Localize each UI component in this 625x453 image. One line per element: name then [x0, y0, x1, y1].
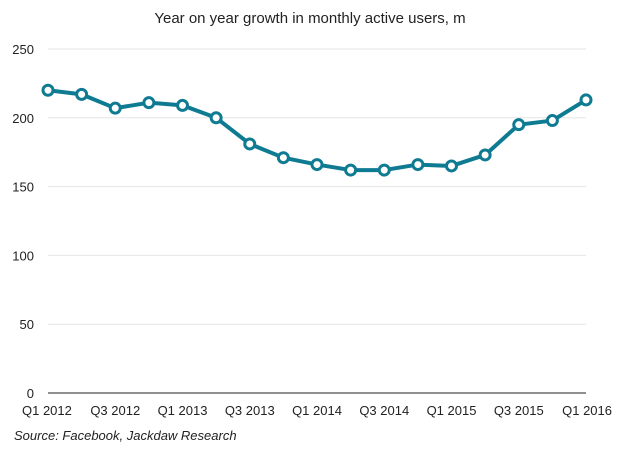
data-point	[445, 159, 458, 173]
y-tick-label: 200	[12, 111, 34, 126]
y-tick-label: 100	[12, 248, 34, 263]
x-tick-label: Q1 2013	[158, 403, 208, 418]
data-point	[209, 111, 223, 125]
data-point	[75, 87, 89, 101]
x-axis-tick-labels: Q1 2012 Q3 2012 Q1 2013 Q3 2013 Q1 2014 Q3 20…	[22, 403, 612, 418]
source-note: Source: Facebook, Jackdaw Research	[14, 428, 237, 443]
data-point	[176, 98, 189, 112]
data-point	[478, 148, 492, 162]
data-point	[411, 158, 425, 172]
chart-title: Year on year growth in monthly active us…	[154, 10, 465, 27]
gridlines	[48, 48, 586, 325]
y-tick-label: 0	[27, 386, 34, 401]
y-tick-label: 150	[12, 180, 34, 195]
x-tick-label: Q1 2015	[427, 403, 477, 418]
data-point	[41, 83, 55, 97]
x-tick-label: Q1 2014	[292, 403, 342, 418]
data-point	[108, 101, 122, 115]
data-point	[310, 158, 324, 172]
x-tick-label: Q3 2015	[494, 403, 544, 418]
data-point	[579, 93, 593, 107]
series-group	[41, 83, 593, 177]
data-point	[512, 118, 526, 132]
data-point	[377, 163, 391, 177]
data-point	[142, 96, 156, 110]
data-point	[545, 114, 559, 128]
x-tick-label: Q3 2014	[359, 403, 409, 418]
y-tick-label: 50	[20, 317, 34, 332]
x-tick-label: Q1 2012	[22, 403, 72, 418]
x-tick-label: Q3 2013	[225, 403, 275, 418]
y-tick-label: 250	[12, 42, 34, 57]
data-point	[243, 137, 257, 151]
data-point	[344, 163, 358, 177]
data-point	[276, 151, 290, 165]
x-tick-label: Q1 2016	[562, 403, 612, 418]
y-axis-tick-labels: 0 50 100 150 200 250	[12, 42, 34, 401]
x-tick-label: Q3 2012	[90, 403, 140, 418]
